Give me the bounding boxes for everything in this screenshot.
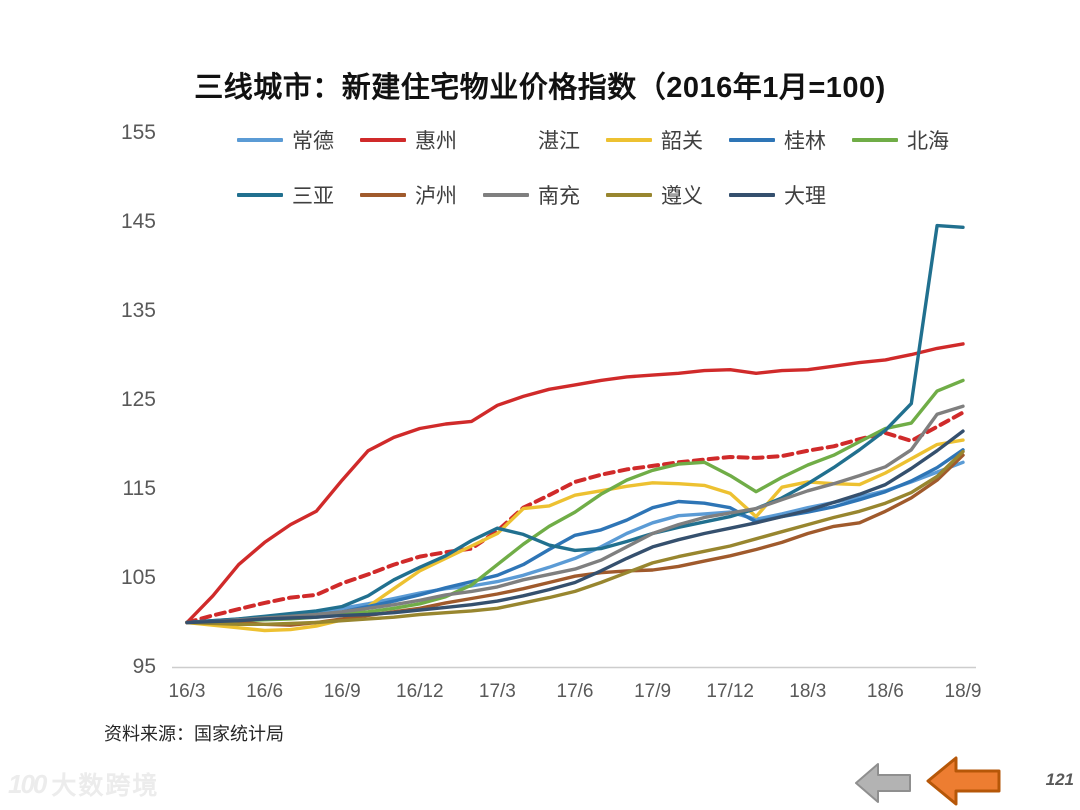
legend-item-nanchong: 南充 (483, 180, 580, 210)
legend-label-nanchong: 南充 (538, 185, 580, 208)
legend-item-zhanjiang: 湛江 (483, 125, 580, 155)
legend-item-shaoguan: 韶关 (606, 125, 703, 155)
legend-label-zhanjiang: 湛江 (538, 130, 580, 153)
source-note: 资料来源：国家统计局 (104, 724, 284, 744)
x-tick-label-18-3: 18/3 (789, 681, 827, 702)
legend-label-shaoguan: 韶关 (661, 130, 703, 153)
legend-line-swatch-shaoguan (606, 138, 652, 142)
legend-line-swatch-sanya (237, 193, 283, 197)
legend-label-luzhou: 泸州 (415, 185, 457, 208)
series-line-zhanjiang (185, 410, 965, 625)
series-line-huizhou (185, 342, 965, 625)
legend-label-beihai: 北海 (907, 130, 949, 153)
series-line-zunyi (185, 449, 965, 626)
legend-item-dali: 大理 (729, 180, 826, 210)
orange-left-arrow-icon (926, 756, 1001, 806)
x-tick-label-16-3: 16/3 (168, 681, 206, 702)
legend-label-zunyi: 遵义 (661, 185, 703, 208)
legend-label-sanya: 三亚 (292, 185, 334, 208)
chart-title: 三线城市：新建住宅物业价格指数（2016年1月=100) (194, 72, 886, 104)
back-arrow-button[interactable] (855, 762, 911, 804)
legend-line-swatch-guilin (729, 138, 775, 142)
legend-line-swatch-beihai (852, 138, 898, 142)
legend-line-swatch-huizhou (360, 138, 406, 142)
legend-line-swatch-changde (237, 138, 283, 142)
legend-label-dali: 大理 (784, 185, 826, 208)
legend-item-guilin: 桂林 (729, 125, 826, 155)
legend-item-beihai: 北海 (852, 125, 949, 155)
legend-item-changde: 常德 (237, 125, 334, 155)
watermark-brand: 100 大数跨境 (8, 766, 159, 802)
gray-left-arrow-icon (855, 763, 911, 803)
series-line-changde (185, 460, 965, 625)
legend-item-zunyi: 遵义 (606, 180, 703, 210)
y-tick-label-105: 105 (120, 566, 156, 589)
legend-label-changde: 常德 (292, 130, 334, 153)
watermark-logo-icon: 100 (8, 768, 47, 799)
x-tick-label-16-9: 16/9 (323, 681, 361, 702)
legend-line-swatch-dali (729, 193, 775, 197)
series-line-nanchong (185, 404, 965, 625)
x-tick-label-18-6: 18/6 (866, 681, 904, 702)
legend-row-2: 三亚 泸州 南充 遵义 大理 (237, 179, 957, 211)
legend-line-swatch-nanchong (483, 193, 529, 197)
legend-label-guilin: 桂林 (784, 130, 826, 153)
x-tick-label-17-6: 17/6 (556, 681, 594, 702)
x-tick-label-16-6: 16/6 (246, 681, 284, 702)
y-tick-label-145: 145 (120, 210, 156, 233)
legend-label-huizhou: 惠州 (415, 130, 457, 153)
legend-line-swatch-luzhou (360, 193, 406, 197)
legend-item-huizhou: 惠州 (360, 125, 457, 155)
x-tick-label-17-12: 17/12 (706, 681, 754, 702)
series-line-beihai (185, 378, 965, 625)
page-number: 121 (1045, 770, 1074, 789)
legend-row-1: 常德 惠州 湛江 韶关 桂林 北海 (237, 124, 957, 156)
y-tick-label-95: 95 (132, 655, 156, 678)
y-tick-label-125: 125 (120, 388, 156, 411)
y-tick-label-155: 155 (120, 121, 156, 144)
x-tick-label-18-9: 18/9 (944, 681, 982, 702)
previous-arrow-button[interactable] (926, 755, 1002, 807)
series-line-sanya (185, 223, 965, 625)
series-line-dali (185, 429, 965, 625)
x-tick-label-17-9: 17/9 (634, 681, 672, 702)
y-tick-label-135: 135 (120, 299, 156, 322)
x-tick-label-17-3: 17/3 (478, 681, 516, 702)
watermark-text: 大数跨境 (51, 772, 160, 800)
legend-item-luzhou: 泸州 (360, 180, 457, 210)
x-tick-label-16-12: 16/12 (396, 681, 444, 702)
legend-line-swatch-zunyi (606, 193, 652, 197)
chart-legend: 常德 惠州 湛江 韶关 桂林 北海 三亚 泸州 南充 遵义 大理 (237, 124, 957, 234)
y-tick-label-115: 115 (122, 477, 156, 500)
legend-item-sanya: 三亚 (237, 180, 334, 210)
